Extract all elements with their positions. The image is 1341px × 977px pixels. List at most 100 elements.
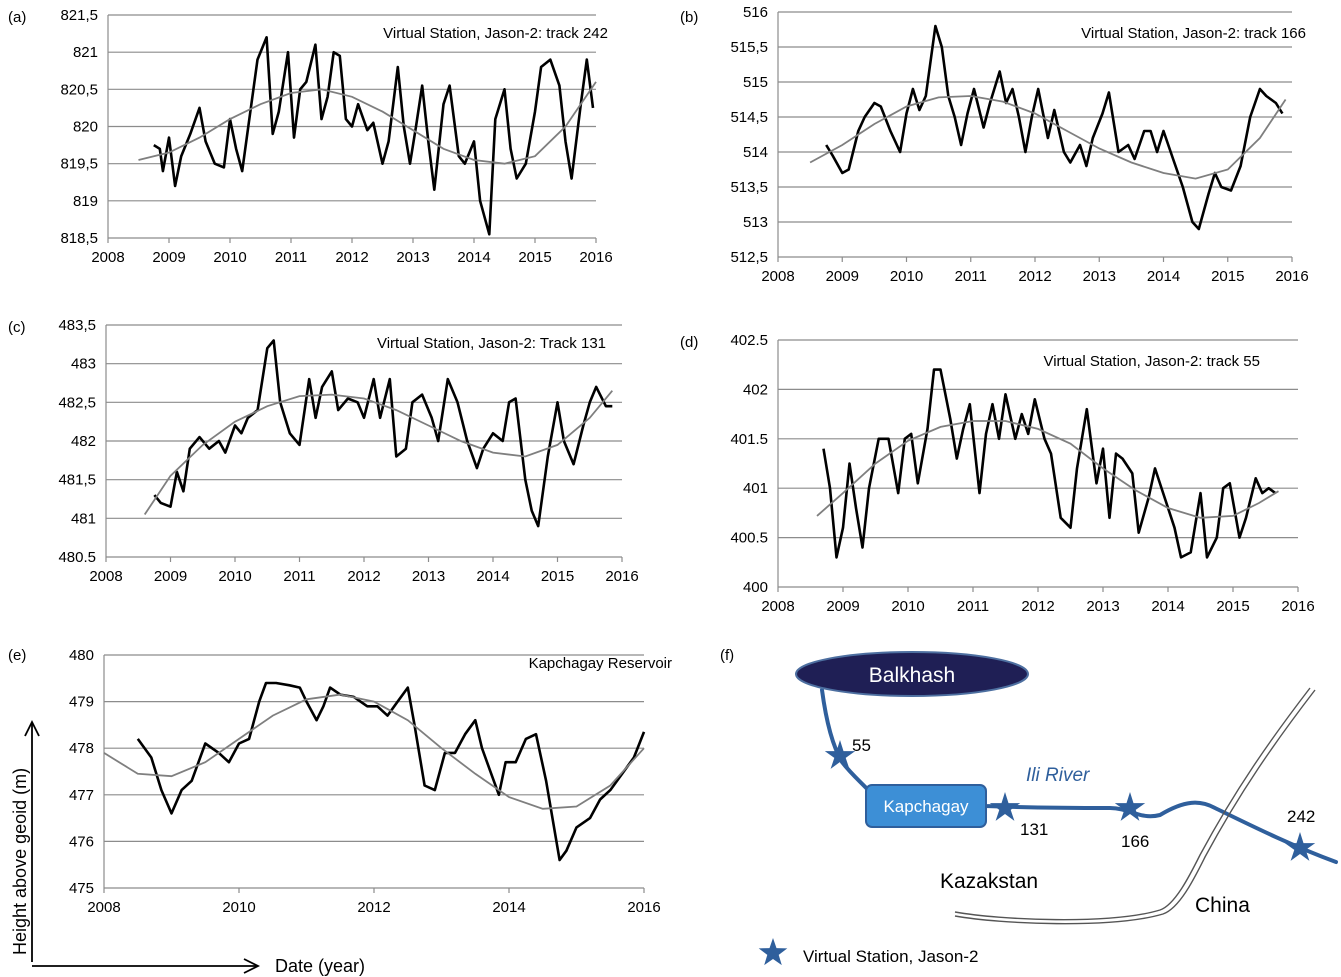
- y-tick-label: 513,5: [730, 179, 768, 196]
- x-tick-label: 2009: [826, 268, 859, 285]
- y-tick-label: 818,5: [60, 230, 98, 247]
- x-tick-label: 2010: [222, 899, 255, 916]
- y-tick-label: 821: [73, 44, 98, 61]
- panel-d-letter: (d): [680, 334, 698, 351]
- x-tick-label: 2013: [1083, 268, 1116, 285]
- series-observed-line: [825, 24, 1284, 231]
- x-tick-label: 2016: [1275, 268, 1308, 285]
- y-tick-label: 819: [73, 193, 98, 210]
- x-tick-label: 2013: [396, 249, 429, 266]
- station-star-icon-55: [824, 740, 856, 769]
- y-tick-label: 821,5: [60, 7, 98, 24]
- y-tick-label: 402.5: [730, 332, 768, 349]
- x-tick-label: 2014: [1151, 598, 1184, 615]
- panel-d-chart: (d) 400 400.5 401 401.5 402 402.5 2008 2009 2010 2…: [680, 332, 1315, 615]
- y-tick-label: 400.5: [730, 530, 768, 547]
- y-tick-label: 482: [71, 433, 96, 450]
- panel-a-chart: (a) 818,5 819 819,5 820 820,5 821 821,5 2008 2009…: [8, 7, 613, 266]
- y-tick-label: 479: [69, 694, 94, 711]
- series-observed-line: [822, 368, 1277, 559]
- x-tick-label: 2010: [891, 598, 924, 615]
- x-tick-label: 2014: [476, 568, 509, 585]
- x-tick-label: 2016: [605, 568, 638, 585]
- y-tick-label: 480: [69, 647, 94, 664]
- y-axis-label: Height above geoid (m): [10, 768, 30, 955]
- y-tick-label: 477: [69, 787, 94, 804]
- x-tick-label: 2008: [761, 268, 794, 285]
- border-line-1: [954, 687, 1311, 921]
- x-tick-label: 2011: [955, 268, 987, 285]
- y-tick-label: 483,5: [58, 317, 96, 334]
- x-tick-label: 2015: [518, 249, 551, 266]
- x-tick-label: 2013: [1086, 598, 1119, 615]
- y-tick-label: 512,5: [730, 249, 768, 266]
- x-tick-label: 2008: [89, 568, 122, 585]
- chart-title: Virtual Station, Jason-2: track 166: [1081, 25, 1306, 42]
- x-tick-label: 2013: [412, 568, 445, 585]
- x-tick-label: 2014: [457, 249, 490, 266]
- y-tick-label: 516: [743, 4, 768, 21]
- x-axis-label: Date (year): [275, 956, 365, 976]
- y-tick-label: 481: [71, 510, 96, 527]
- x-tick-label: 2011: [957, 598, 989, 615]
- station-label-166: 166: [1121, 832, 1149, 851]
- panel-c-letter: (c): [8, 319, 26, 336]
- kapchagay-reservoir-label: Kapchagay: [883, 797, 969, 816]
- panel-f-label: (f): [720, 647, 734, 664]
- chart-title: Virtual Station, Jason-2: track 55: [1043, 353, 1260, 370]
- x-tick-label: 2014: [1147, 268, 1180, 285]
- lake-balkhash-label: Balkhash: [869, 664, 955, 687]
- x-tick-label: 2010: [213, 249, 246, 266]
- series-fit-line: [143, 390, 613, 515]
- series-observed-line: [153, 35, 595, 236]
- country-label-kazakstan: Kazakstan: [940, 870, 1038, 893]
- x-tick-label: 2015: [1211, 268, 1244, 285]
- y-tick-label: 820: [73, 119, 98, 136]
- y-tick-label: 476: [69, 833, 94, 850]
- series-fit-line: [138, 81, 597, 165]
- y-tick-label: 402: [743, 381, 768, 398]
- panel-f-map: (f) Balkhash Kapchagay Ili River 55 131 …: [720, 647, 1338, 966]
- y-tick-label: 478: [69, 740, 94, 757]
- station-star-icon-166: [1114, 792, 1146, 821]
- x-tick-label: 2008: [87, 899, 120, 916]
- chart-title: Kapchagay Reservoir: [529, 655, 672, 672]
- x-tick-label: 2012: [357, 899, 390, 916]
- lake-balkhash-shape: [795, 651, 1029, 697]
- x-tick-label: 2016: [627, 899, 660, 916]
- y-tick-label: 401.5: [730, 431, 768, 448]
- y-tick-label: 515: [743, 74, 768, 91]
- chart-title: Virtual Station, Jason-2: Track 131: [377, 335, 606, 352]
- station-label-131: 131: [1020, 820, 1048, 839]
- y-tick-label: 483: [71, 356, 96, 373]
- x-tick-label: 2009: [152, 249, 185, 266]
- panel-e-chart: (e) 475 476 477 478 479 480 2008 2010 2012 2014 201…: [8, 647, 672, 916]
- x-tick-label: 2011: [275, 249, 307, 266]
- x-axis-arrow-head: [243, 958, 261, 974]
- x-tick-label: 2010: [218, 568, 251, 585]
- y-tick-label: 513: [743, 214, 768, 231]
- station-star-icon-131: [989, 792, 1021, 821]
- y-tick-label: 481,5: [58, 472, 96, 489]
- series-fit-line: [103, 693, 645, 810]
- x-tick-label: 2009: [154, 568, 187, 585]
- x-tick-label: 2012: [1018, 268, 1051, 285]
- x-tick-label: 2016: [1281, 598, 1314, 615]
- series-fit-line: [809, 95, 1287, 180]
- station-label-242: 242: [1287, 807, 1315, 826]
- legend-label: Virtual Station, Jason-2: [803, 947, 978, 966]
- y-tick-label: 475: [69, 880, 94, 897]
- ili-river-label: Ili River: [1026, 765, 1090, 786]
- kapchagay-reservoir-shape: [865, 784, 987, 828]
- station-star-icon-242: [1284, 832, 1316, 861]
- x-tick-label: 2008: [91, 249, 124, 266]
- x-tick-label: 2015: [541, 568, 574, 585]
- x-tick-label: 2014: [492, 899, 525, 916]
- x-tick-label: 2016: [579, 249, 612, 266]
- border-line-2: [954, 689, 1316, 925]
- y-tick-label: 820,5: [60, 81, 98, 98]
- station-label-55: 55: [852, 736, 871, 755]
- series-fit-line: [816, 420, 1279, 519]
- y-tick-label: 515,5: [730, 39, 768, 56]
